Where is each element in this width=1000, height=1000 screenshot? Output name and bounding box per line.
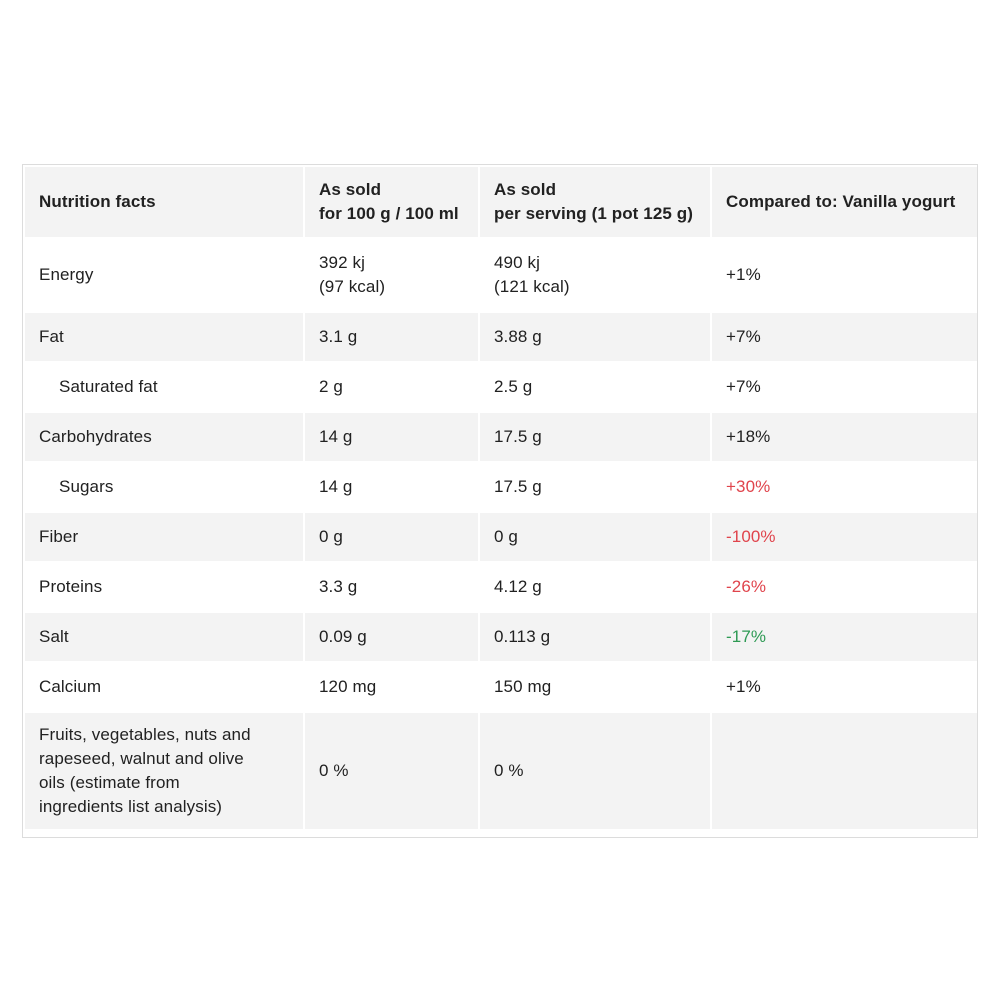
table-row-proteins: Proteins 3.3 g 4.12 g -26% [25,563,977,611]
table-row-fruits-vegetables: Fruits, vegetables, nuts and rapeseed, w… [25,713,977,829]
value-compared: -100% [712,513,977,561]
value-compared: -26% [712,563,977,611]
nutrient-name: Fruits, vegetables, nuts and rapeseed, w… [25,713,303,829]
table-row-fat: Fat 3.1 g 3.88 g +7% [25,313,977,361]
header-per-100g: As sold for 100 g / 100 ml [305,167,478,237]
value-per-100g: 3.3 g [305,563,478,611]
value-per-serving: 17.5 g [480,463,710,511]
nutrient-name: Proteins [25,563,303,611]
value-compared: -17% [712,613,977,661]
nutrient-name: Calcium [25,663,303,711]
value-per-100g: 3.1 g [305,313,478,361]
value-compared: +18% [712,413,977,461]
value-compared: +7% [712,363,977,411]
value-per-100g: 0.09 g [305,613,478,661]
value-per-100g-kcal: (97 kcal) [319,277,386,296]
table-row-calcium: Calcium 120 mg 150 mg +1% [25,663,977,711]
table-row-sugars: Sugars 14 g 17.5 g +30% [25,463,977,511]
table-row-carbohydrates: Carbohydrates 14 g 17.5 g +18% [25,413,977,461]
header-per-serving: As sold per serving (1 pot 125 g) [480,167,710,237]
header-compared-to: Compared to: Vanilla yogurt [712,167,977,237]
nutrient-name-line4: ingredients list analysis) [39,797,223,816]
value-per-serving: 17.5 g [480,413,710,461]
table-header-row: Nutrition facts As sold for 100 g / 100 … [25,167,977,237]
value-per-100g: 2 g [305,363,478,411]
table-row-salt: Salt 0.09 g 0.113 g -17% [25,613,977,661]
value-compared: +1% [712,239,977,311]
value-per-serving: 3.88 g [480,313,710,361]
table-row-saturated-fat: Saturated fat 2 g 2.5 g +7% [25,363,977,411]
value-per-100g: 120 mg [305,663,478,711]
value-compared [712,713,977,829]
nutrient-name: Energy [25,239,303,311]
value-per-100g: 0 % [305,713,478,829]
nutrient-name-line1: Fruits, vegetables, nuts and [39,725,251,744]
table-row-fiber: Fiber 0 g 0 g -100% [25,513,977,561]
value-per-serving: 4.12 g [480,563,710,611]
nutrient-name: Salt [25,613,303,661]
nutrient-name-line2: rapeseed, walnut and olive [39,749,244,768]
value-per-serving: 490 kj (121 kcal) [480,239,710,311]
nutrient-name: Saturated fat [25,363,303,411]
value-per-serving: 2.5 g [480,363,710,411]
nutrient-name: Fat [25,313,303,361]
value-per-serving-kj: 490 kj [494,253,540,272]
value-per-100g-kj: 392 kj [319,253,365,272]
nutrient-name: Fiber [25,513,303,561]
nutrition-table-container: Nutrition facts As sold for 100 g / 100 … [22,164,978,838]
value-per-100g: 392 kj (97 kcal) [305,239,478,311]
table-row-energy: Energy 392 kj (97 kcal) 490 kj (121 kcal… [25,239,977,311]
value-per-100g: 0 g [305,513,478,561]
header-per-100g-line1: As sold [319,180,382,199]
header-nutrition-facts: Nutrition facts [25,167,303,237]
header-per-100g-line2: for 100 g / 100 ml [319,204,459,223]
nutrition-facts-table: Nutrition facts As sold for 100 g / 100 … [23,165,979,831]
value-compared: +1% [712,663,977,711]
value-per-serving: 0.113 g [480,613,710,661]
value-compared: +7% [712,313,977,361]
value-per-serving-kcal: (121 kcal) [494,277,570,296]
value-per-serving: 0 % [480,713,710,829]
header-per-serving-line2: per serving (1 pot 125 g) [494,204,693,223]
nutrient-name: Sugars [25,463,303,511]
value-per-serving: 150 mg [480,663,710,711]
nutrient-name: Carbohydrates [25,413,303,461]
value-per-100g: 14 g [305,413,478,461]
value-per-100g: 14 g [305,463,478,511]
value-compared: +30% [712,463,977,511]
value-per-serving: 0 g [480,513,710,561]
header-per-serving-line1: As sold [494,180,557,199]
nutrient-name-line3: oils (estimate from [39,773,180,792]
